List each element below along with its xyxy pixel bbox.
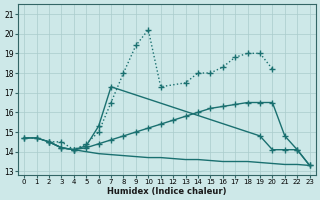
X-axis label: Humidex (Indice chaleur): Humidex (Indice chaleur)	[107, 187, 227, 196]
